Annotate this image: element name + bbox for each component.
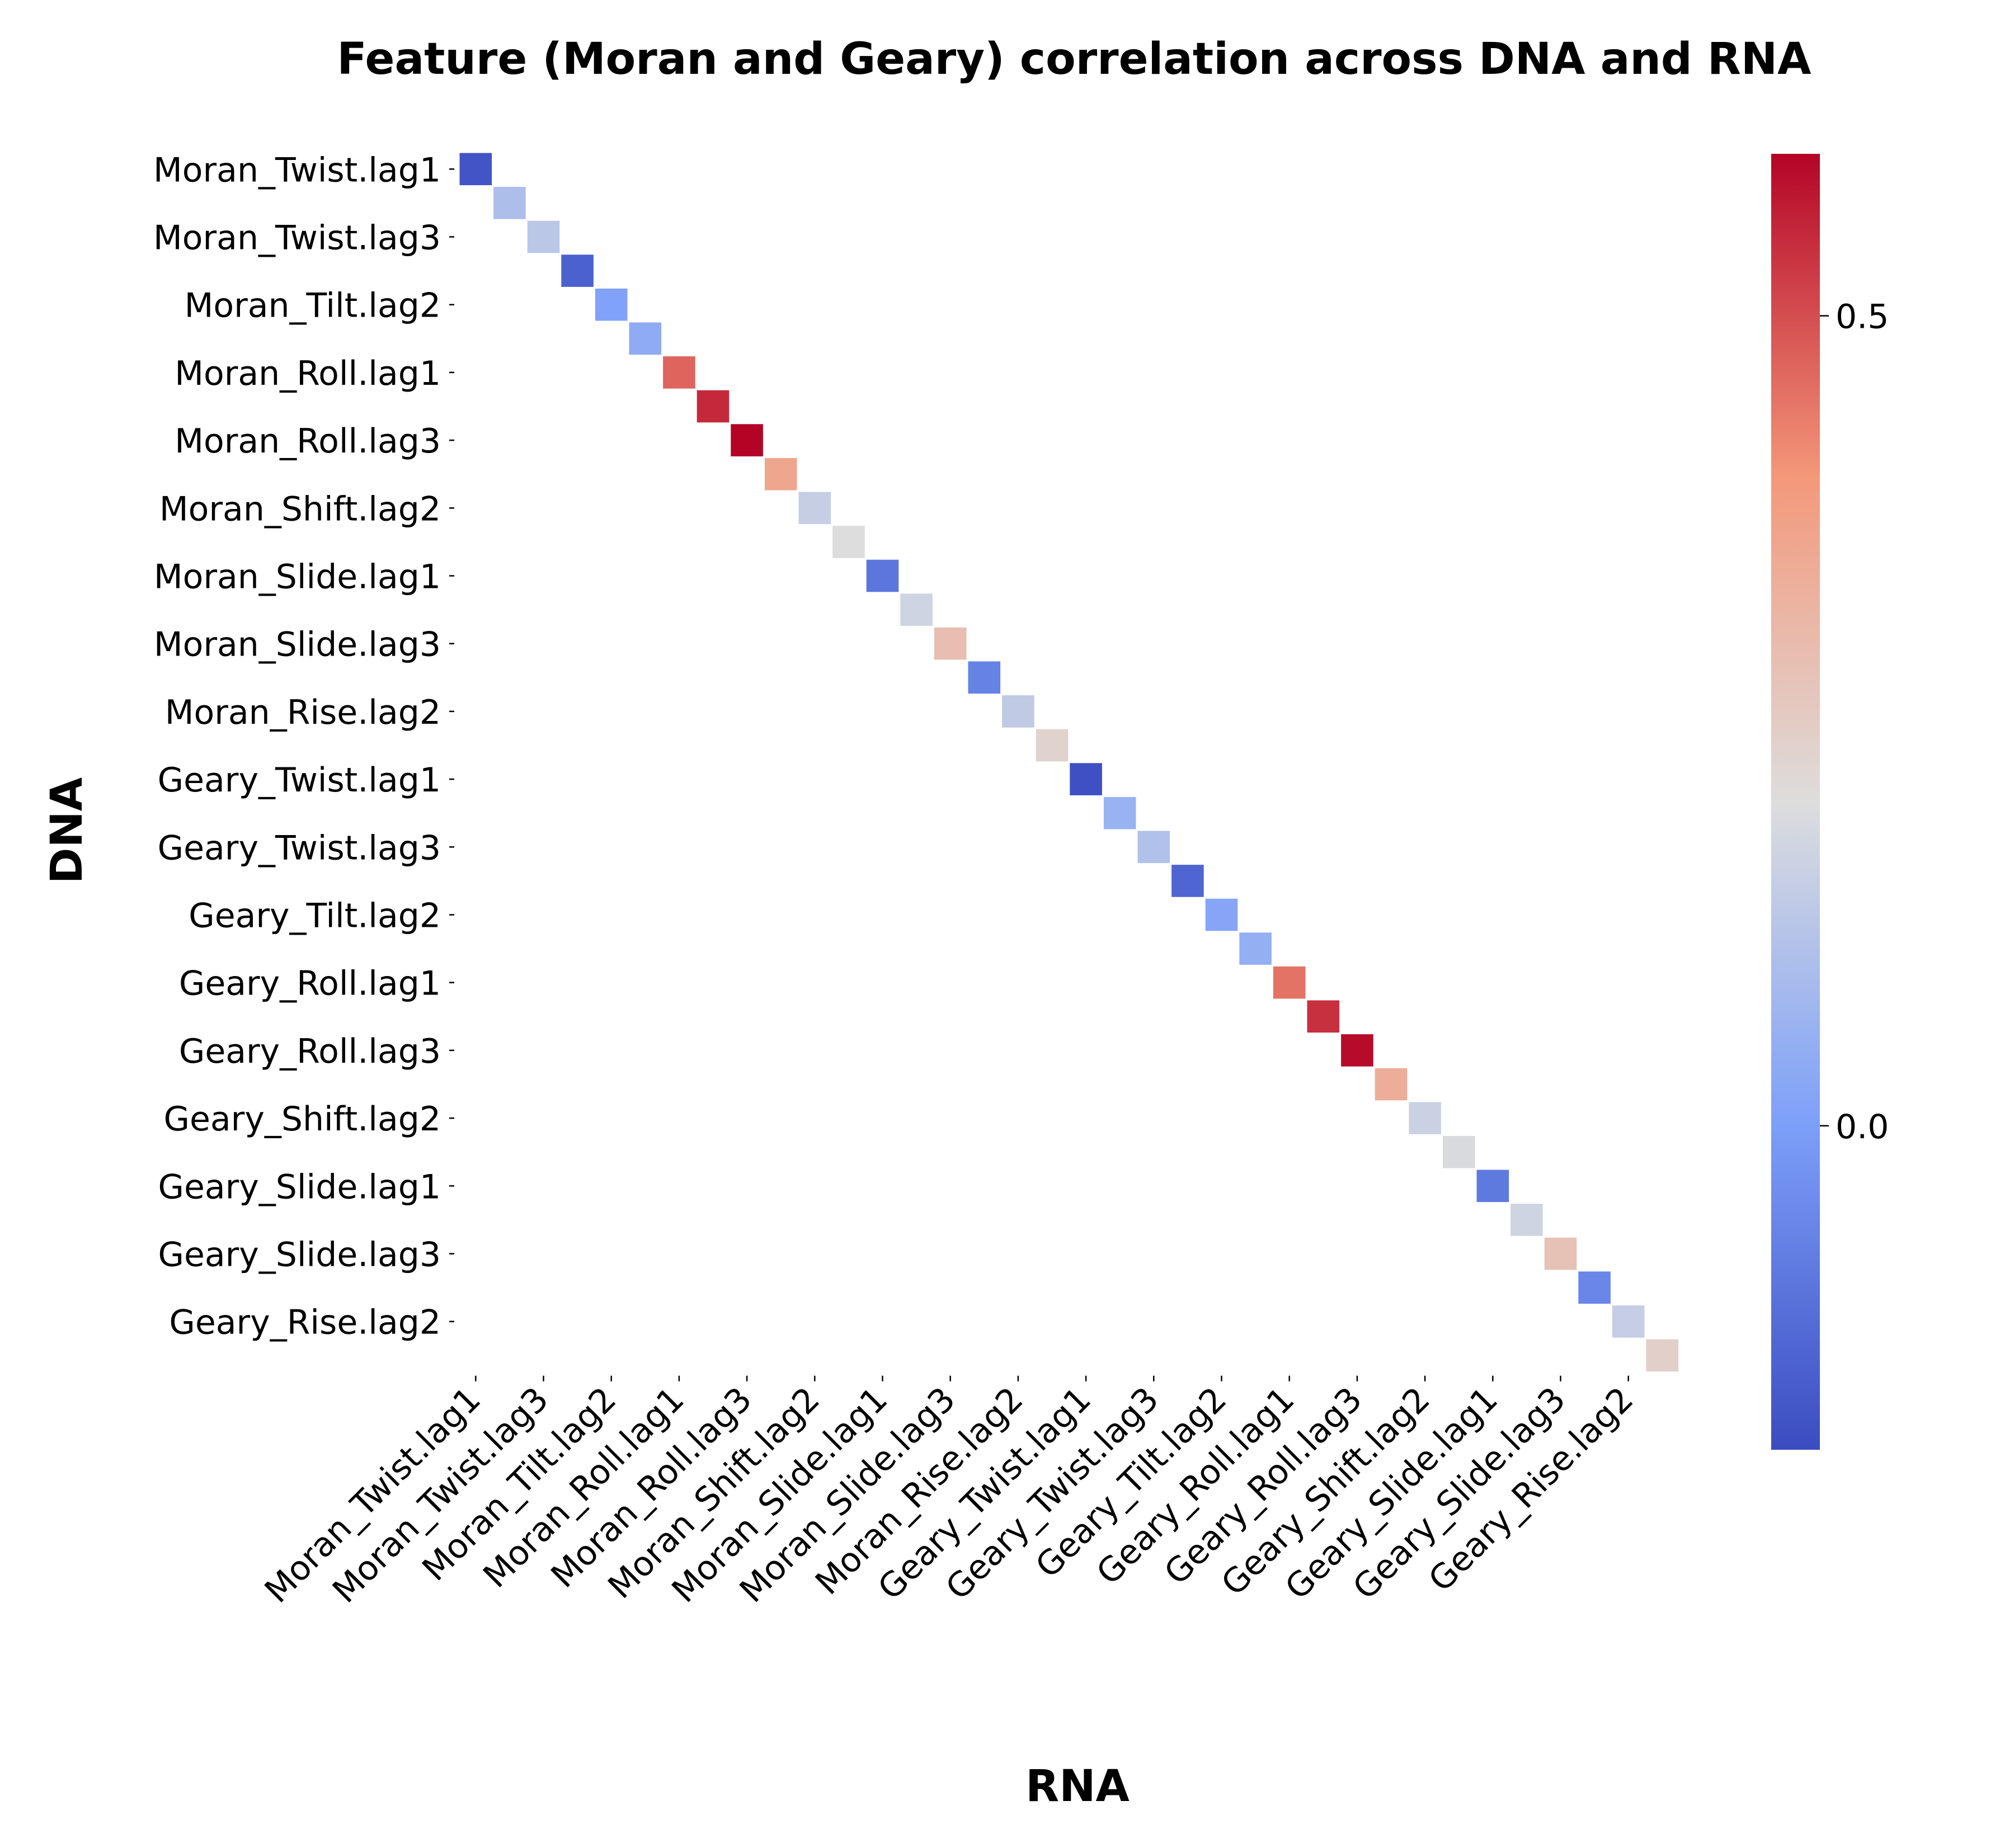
y-tick-label: Moran_Shift.lag2: [159, 489, 441, 529]
y-tick-label: Geary_Tilt.lag2: [189, 897, 441, 936]
heatmap-cell: [1409, 1102, 1441, 1134]
heatmap-cell: [459, 153, 492, 186]
heatmap-cell: [1442, 1135, 1475, 1168]
heatmap-cell: [1205, 898, 1238, 931]
x-axis: Moran_Twist.lag1Moran_Twist.lag3Moran_Ti…: [257, 1375, 1641, 1611]
y-tick-label: Moran_Slide.lag1: [154, 558, 441, 597]
heatmap-cell: [1578, 1271, 1611, 1304]
colorbar-tick-label: 0.5: [1836, 298, 1889, 337]
heatmap-cell: [629, 322, 662, 355]
y-tick-label: Geary_Twist.lag3: [158, 828, 441, 868]
y-tick-label: Moran_Roll.lag3: [175, 422, 441, 461]
y-axis: Moran_Twist.lag1 Moran_Twist.lag3 Moran_Ti…: [153, 150, 454, 1342]
y-tick-label: Moran_Rise.lag2: [165, 693, 441, 732]
heatmap-cell: [1612, 1305, 1645, 1338]
y-tick-label: Geary_Shift.lag2: [164, 1100, 441, 1139]
heatmap-cell: [1171, 865, 1204, 897]
heatmap-cell: [663, 356, 695, 389]
y-tick-label: Geary_Roll.lag1: [179, 964, 441, 1003]
heatmap-cell: [798, 492, 831, 525]
heatmap-cell: [1375, 1068, 1408, 1101]
y-tick-label: Geary_Slide.lag3: [158, 1236, 441, 1275]
heatmap-cell: [934, 627, 967, 660]
heatmap-cell: [968, 661, 1001, 694]
colorbar: [1771, 154, 1820, 1450]
x-axis-title: RNA: [1025, 1761, 1130, 1812]
colorbar-tick-label: 0.0: [1836, 1107, 1889, 1147]
y-tick-label: Geary_Rise.lag2: [169, 1303, 441, 1342]
heatmap-cell: [1510, 1204, 1543, 1236]
colorbar-ticks: 0.5 0.0: [1820, 298, 1889, 1147]
y-tick-label: Moran_Twist.lag1: [153, 150, 441, 190]
y-tick-label: Moran_Slide.lag3: [154, 625, 441, 664]
y-tick-label: Geary_Roll.lag3: [179, 1032, 441, 1071]
heatmap-cell: [1070, 763, 1102, 795]
y-tick-label: Geary_Slide.lag1: [158, 1167, 441, 1206]
heatmap-cell: [900, 593, 933, 626]
heatmap-cell: [1103, 796, 1136, 829]
heatmap-cell: [1307, 1000, 1340, 1033]
heatmap-cell: [561, 254, 594, 287]
heatmap-cell: [1002, 695, 1034, 728]
heatmap-cell: [764, 458, 797, 491]
y-axis-title: DNA: [42, 777, 92, 884]
heatmap-cell: [1476, 1170, 1509, 1203]
heatmap-cell: [1341, 1034, 1373, 1067]
heatmap-cell: [1646, 1339, 1679, 1372]
heatmap-cells: [459, 153, 1679, 1372]
heatmap-cell: [595, 288, 628, 321]
heatmap-cell: [731, 424, 763, 456]
heatmap-cell: [493, 187, 526, 219]
y-tick-label: Geary_Twist.lag1: [158, 761, 441, 800]
heatmap-cell: [1137, 831, 1170, 864]
heatmap-cell: [1036, 729, 1069, 762]
heatmap-cell: [866, 559, 899, 592]
heatmap-cell: [697, 390, 730, 423]
y-tick-label: Moran_Tilt.lag2: [185, 286, 441, 326]
y-tick-label: Moran_Twist.lag3: [153, 219, 441, 258]
heatmap-cell: [1273, 966, 1306, 999]
heatmap-cell: [1239, 932, 1272, 965]
y-tick-label: Moran_Roll.lag1: [175, 354, 441, 393]
chart-title: Feature (Moran and Geary) correlation ac…: [337, 34, 1811, 84]
heatmap-cell: [1544, 1237, 1577, 1270]
heatmap-cell: [527, 220, 560, 253]
heatmap-cell: [832, 526, 865, 558]
